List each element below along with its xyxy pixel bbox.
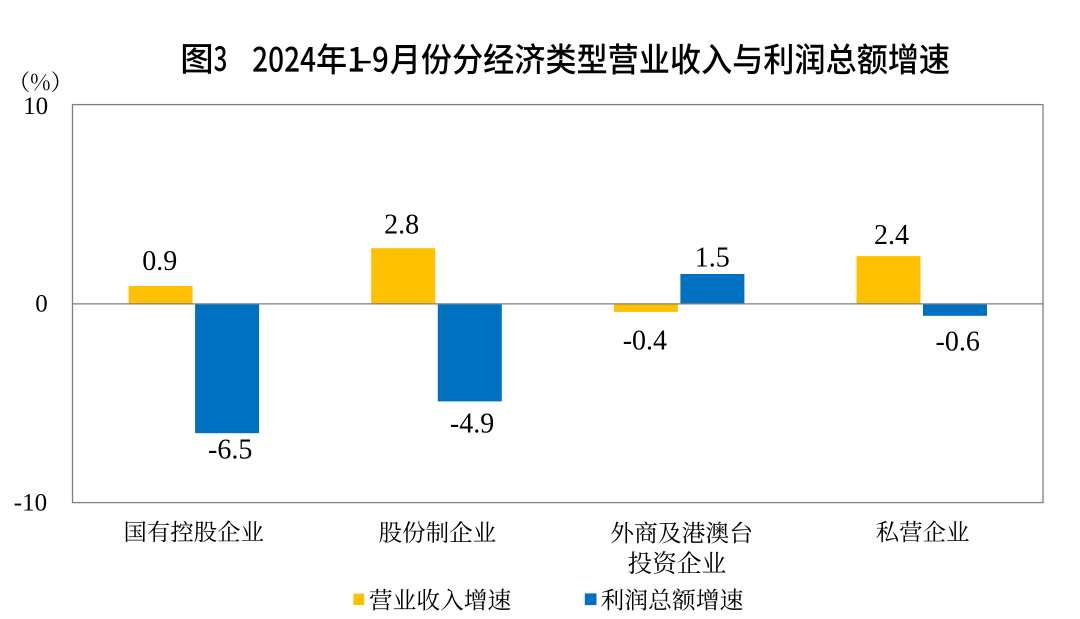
svg-text:2.8: 2.8 [384,210,419,241]
svg-text:10: 10 [23,93,48,120]
svg-text:-0.4: -0.4 [623,325,667,356]
svg-text:-10: -10 [14,490,47,517]
svg-text:-6.5: -6.5 [208,434,252,465]
svg-text:-4.9: -4.9 [450,409,494,440]
svg-text:0.9: 0.9 [142,246,177,277]
svg-text:0: 0 [35,291,48,318]
svg-text:2.4: 2.4 [874,220,909,251]
svg-text:1.5: 1.5 [695,243,730,274]
svg-text:-0.6: -0.6 [936,326,980,357]
